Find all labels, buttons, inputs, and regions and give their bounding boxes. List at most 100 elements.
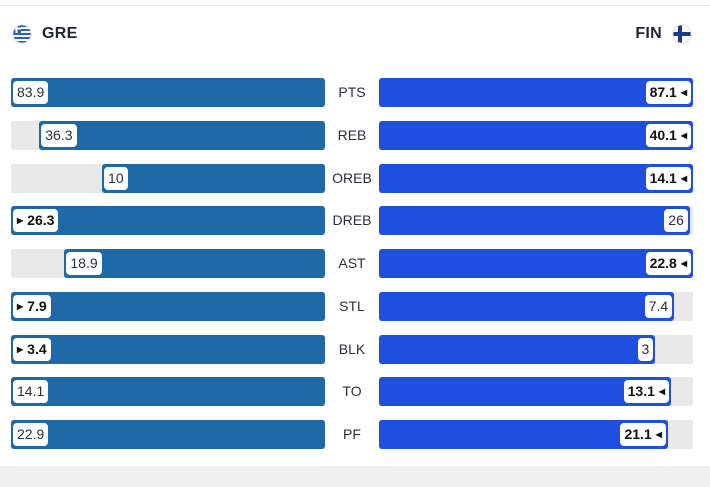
- right-bar-fill: [379, 420, 668, 449]
- right-value: 40.1: [649, 126, 677, 143]
- left-value-badge: 83.9: [13, 81, 49, 104]
- right-value-badge: 3: [637, 337, 654, 361]
- stat-row-to: 14.1 13.1 ◀ TO: [0, 377, 710, 407]
- right-value: 22.8: [649, 255, 677, 271]
- caret-left-icon: ◀: [655, 430, 662, 439]
- right-bar-fill: [379, 377, 672, 407]
- greece-flag-icon: [12, 24, 32, 44]
- left-bar-track: 22.9: [11, 420, 325, 449]
- left-value: 14.1: [17, 383, 45, 400]
- right-value-badge: 21.1 ◀: [620, 423, 666, 446]
- left-value-badge: 10: [104, 166, 128, 190]
- caret-right-icon: ▶: [17, 301, 24, 311]
- left-value: 22.9: [17, 426, 45, 442]
- right-value: 14.1: [649, 169, 677, 186]
- left-bar-track: 36.3: [11, 120, 325, 150]
- left-value-badge: 22.9: [13, 423, 49, 446]
- right-value: 13.1: [627, 383, 655, 400]
- stat-row-blk: ▶ 3.4 3 BLK: [0, 334, 710, 364]
- left-value: 3.4: [27, 340, 47, 357]
- caret-left-icon: ◀: [680, 259, 687, 268]
- stat-label: AST: [338, 255, 366, 271]
- left-bar-fill: [11, 377, 325, 407]
- left-bar-track: 18.9: [11, 249, 325, 278]
- left-bar-track: 10: [11, 163, 325, 193]
- comparison-header: GRE FIN: [0, 14, 710, 54]
- left-value-badge: ▶ 3.4: [13, 337, 51, 361]
- team-right: FIN: [635, 14, 692, 54]
- left-value: 83.9: [17, 84, 45, 100]
- stat-label: STL: [339, 297, 365, 314]
- right-value: 3: [641, 340, 650, 357]
- left-bar-track: 83.9: [11, 78, 325, 107]
- stat-label: BLK: [338, 340, 366, 357]
- caret-left-icon: ◀: [680, 88, 687, 97]
- right-bar-track: 7.4: [379, 291, 693, 321]
- stat-row-reb: 36.3 40.1 ◀ REB: [0, 120, 710, 150]
- left-bar-track: 14.1: [11, 377, 325, 407]
- left-bar-fill: [102, 163, 325, 193]
- right-bar-fill: [379, 334, 656, 364]
- right-value-badge: 40.1 ◀: [645, 123, 691, 147]
- team-left: GRE: [12, 14, 78, 54]
- left-value: 18.9: [70, 255, 98, 271]
- left-bar-track: ▶ 3.4: [11, 334, 325, 364]
- right-bar-fill: [379, 249, 693, 278]
- stat-row-pf: 22.9 21.1 ◀ PF: [0, 420, 710, 449]
- stat-label: REB: [337, 126, 367, 143]
- left-value: 7.9: [27, 297, 47, 314]
- caret-left-icon: ◀: [680, 130, 687, 140]
- stat-label: OREB: [332, 169, 372, 186]
- left-value: 36.3: [45, 126, 73, 143]
- right-bar-track: 40.1 ◀: [379, 120, 693, 150]
- right-value-badge: 13.1 ◀: [623, 380, 670, 404]
- left-value-badge: ▶ 7.9: [13, 294, 51, 318]
- right-value-badge: 22.8 ◀: [645, 252, 691, 275]
- left-bar-fill: [11, 291, 325, 321]
- right-bar-track: 3: [379, 334, 693, 364]
- stat-label: TO: [342, 383, 362, 400]
- right-bar-track: 21.1 ◀: [379, 420, 693, 449]
- left-bar-fill: [39, 120, 325, 150]
- right-value-badge: 14.1 ◀: [645, 166, 691, 190]
- right-value: 26: [668, 212, 684, 229]
- stat-row-dreb: ▶ 26.3 26 DREB: [0, 206, 710, 236]
- right-bar-fill: [379, 206, 690, 236]
- right-bar-track: 26: [379, 206, 693, 236]
- stat-row-oreb: 10 14.1 ◀ OREB: [0, 163, 710, 193]
- left-bar-track: ▶ 7.9: [11, 291, 325, 321]
- right-value-badge: 7.4: [644, 294, 673, 318]
- left-bar-fill: [64, 249, 325, 278]
- left-bar-track: ▶ 26.3: [11, 206, 325, 236]
- left-bar-fill: [11, 206, 325, 236]
- left-bar-fill: [11, 78, 325, 107]
- caret-left-icon: ◀: [658, 387, 666, 397]
- left-bar-fill: [11, 420, 325, 449]
- right-value: 7.4: [648, 297, 669, 314]
- right-value: 21.1: [624, 426, 652, 442]
- stat-row-ast: 18.9 22.8 ◀ AST: [0, 249, 710, 278]
- right-bar-track: 87.1 ◀: [379, 78, 693, 107]
- left-value-badge: 36.3: [41, 123, 77, 147]
- right-bar-track: 22.8 ◀: [379, 249, 693, 278]
- right-bar-fill: [379, 163, 693, 193]
- left-value-badge: ▶ 26.3: [13, 209, 59, 233]
- left-value-badge: 14.1: [13, 380, 49, 404]
- team-left-name: GRE: [42, 25, 78, 42]
- top-divider: [0, 5, 710, 6]
- right-value-badge: 26: [664, 209, 688, 233]
- stat-label: PF: [343, 426, 361, 442]
- left-value-badge: 18.9: [66, 252, 102, 275]
- footer-strip: [0, 466, 710, 487]
- team-right-name: FIN: [635, 25, 662, 42]
- right-value: 87.1: [649, 84, 677, 100]
- stat-row-pts: 83.9 87.1 ◀ PTS: [0, 78, 710, 107]
- finland-flag-icon: [672, 24, 692, 44]
- caret-right-icon: ▶: [17, 344, 24, 354]
- stat-row-stl: ▶ 7.9 7.4 STL: [0, 291, 710, 321]
- right-bar-fill: [379, 291, 675, 321]
- stat-label: PTS: [338, 84, 366, 100]
- caret-left-icon: ◀: [680, 173, 687, 183]
- left-value: 10: [108, 169, 124, 186]
- caret-right-icon: ▶: [17, 216, 24, 226]
